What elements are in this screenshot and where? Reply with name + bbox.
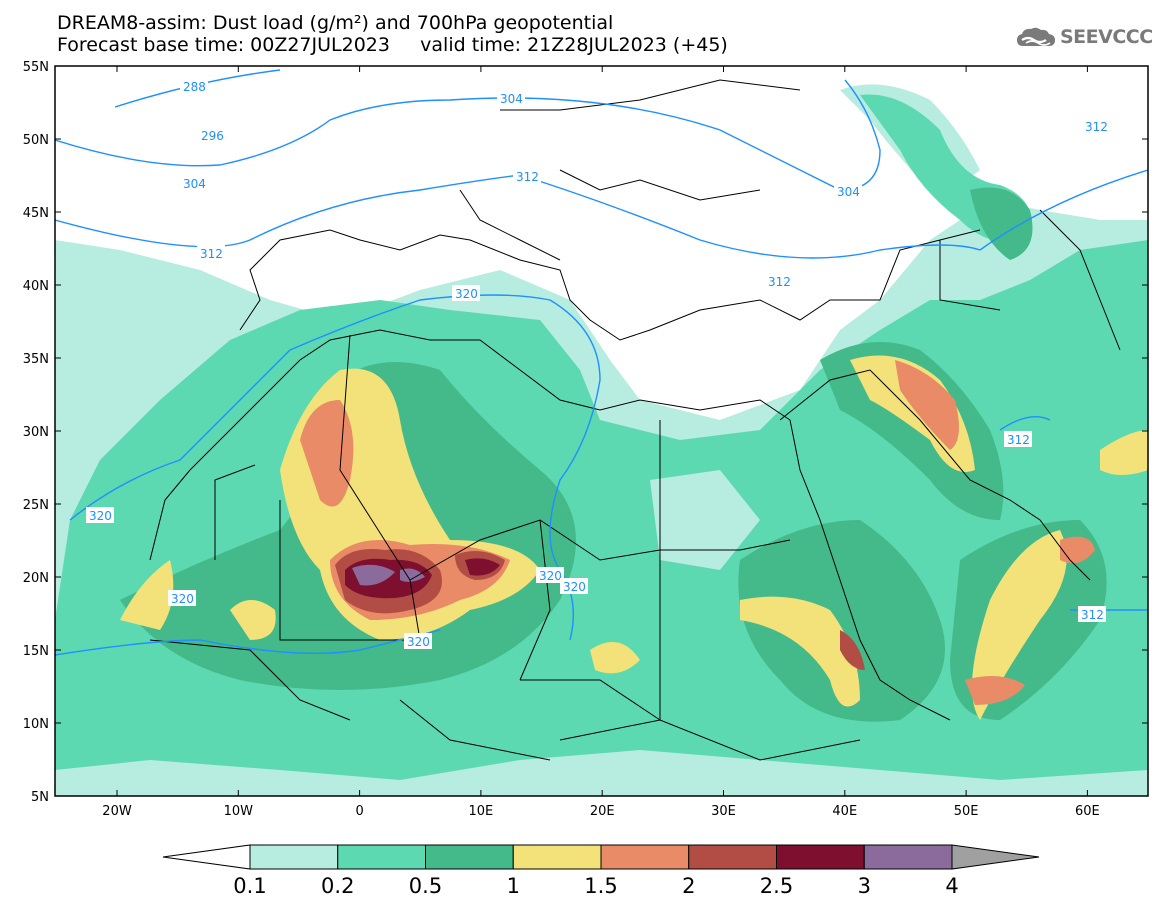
lon-label: 30E [711, 804, 736, 819]
lat-label: 40N [23, 279, 49, 294]
contour-label: 296 [201, 129, 224, 143]
map-title: DREAM8-assim: Dust load (g/m²) and 700hP… [57, 12, 614, 34]
colorbar-low-arrow [162, 844, 251, 870]
dust-field [55, 84, 1148, 796]
lat-label: 10N [23, 717, 49, 732]
seevccc-logo: SEEVCCC [1016, 26, 1153, 48]
contour-label: 304 [183, 177, 206, 191]
contour-label: 312 [1085, 120, 1108, 134]
contour-labels: 288 296 304 304 312 304 312 312 312 320 … [86, 78, 1110, 649]
contour-label: 320 [563, 580, 586, 594]
contour-label: 312 [516, 170, 539, 184]
colorbar-label: 0.1 [233, 874, 266, 898]
cloud-icon [1017, 27, 1055, 46]
map-subtitle: Forecast base time: 00Z27JUL2023 valid t… [57, 34, 728, 56]
colorbar: 0.1 0.2 0.5 1 1.5 2 2.5 3 4 [162, 844, 1040, 898]
country-borders [149, 79, 1121, 761]
colorbar-box [425, 844, 514, 870]
axis-ticks: 55N 50N 45N 40N 35N 30N 25N 20N 15N 10N 5N 20W 10W 0 1… [23, 60, 1148, 819]
contour-label: 320 [407, 635, 430, 649]
colorbar-label: 3 [858, 874, 871, 898]
lat-label: 45N [23, 206, 49, 221]
lat-label: 25N [23, 498, 49, 513]
colorbar-box [512, 844, 602, 870]
contour-label: 312 [1081, 608, 1104, 622]
lon-label: 60E [1075, 804, 1100, 819]
colorbar-label: 4 [945, 874, 958, 898]
colorbar-label: 2.5 [760, 874, 793, 898]
lat-label: 5N [31, 790, 49, 805]
contour-label: 320 [539, 569, 562, 583]
lon-label: 40E [832, 804, 857, 819]
colorbar-label: 1.5 [584, 874, 617, 898]
colorbar-high-arrow [951, 844, 1040, 870]
lat-label: 55N [23, 60, 49, 75]
colorbar-box [863, 844, 953, 870]
contour-label: 312 [200, 247, 223, 261]
colorbar-label: 0.5 [409, 874, 442, 898]
colorbar-label: 0.2 [321, 874, 354, 898]
colorbar-box [249, 844, 339, 870]
colorbar-label: 2 [682, 874, 695, 898]
logo-text: SEEVCCC [1060, 26, 1153, 48]
lat-label: 50N [23, 133, 49, 148]
contour-label: 320 [455, 287, 478, 301]
colorbar-box [337, 844, 426, 870]
colorbar-label: 1 [507, 874, 520, 898]
lon-label: 10W [224, 804, 254, 819]
lon-label: 50E [954, 804, 979, 819]
lon-label: 20E [590, 804, 615, 819]
lat-label: 35N [23, 352, 49, 367]
colorbar-box [776, 844, 865, 870]
contour-label: 304 [500, 92, 523, 106]
lat-label: 20N [23, 571, 49, 586]
lon-label: 20W [102, 804, 132, 819]
lat-label: 30N [23, 425, 49, 440]
contour-label: 288 [183, 80, 206, 94]
colorbar-box [600, 844, 690, 870]
contour-label: 320 [171, 592, 194, 606]
colorbar-box [688, 844, 777, 870]
lat-label: 15N [23, 644, 49, 659]
contour-label: 320 [89, 509, 112, 523]
contour-label: 312 [1007, 433, 1030, 447]
lon-label: 10E [469, 804, 494, 819]
contour-label: 312 [768, 275, 791, 289]
contour-label: 304 [837, 185, 860, 199]
lon-label: 0 [355, 804, 363, 819]
